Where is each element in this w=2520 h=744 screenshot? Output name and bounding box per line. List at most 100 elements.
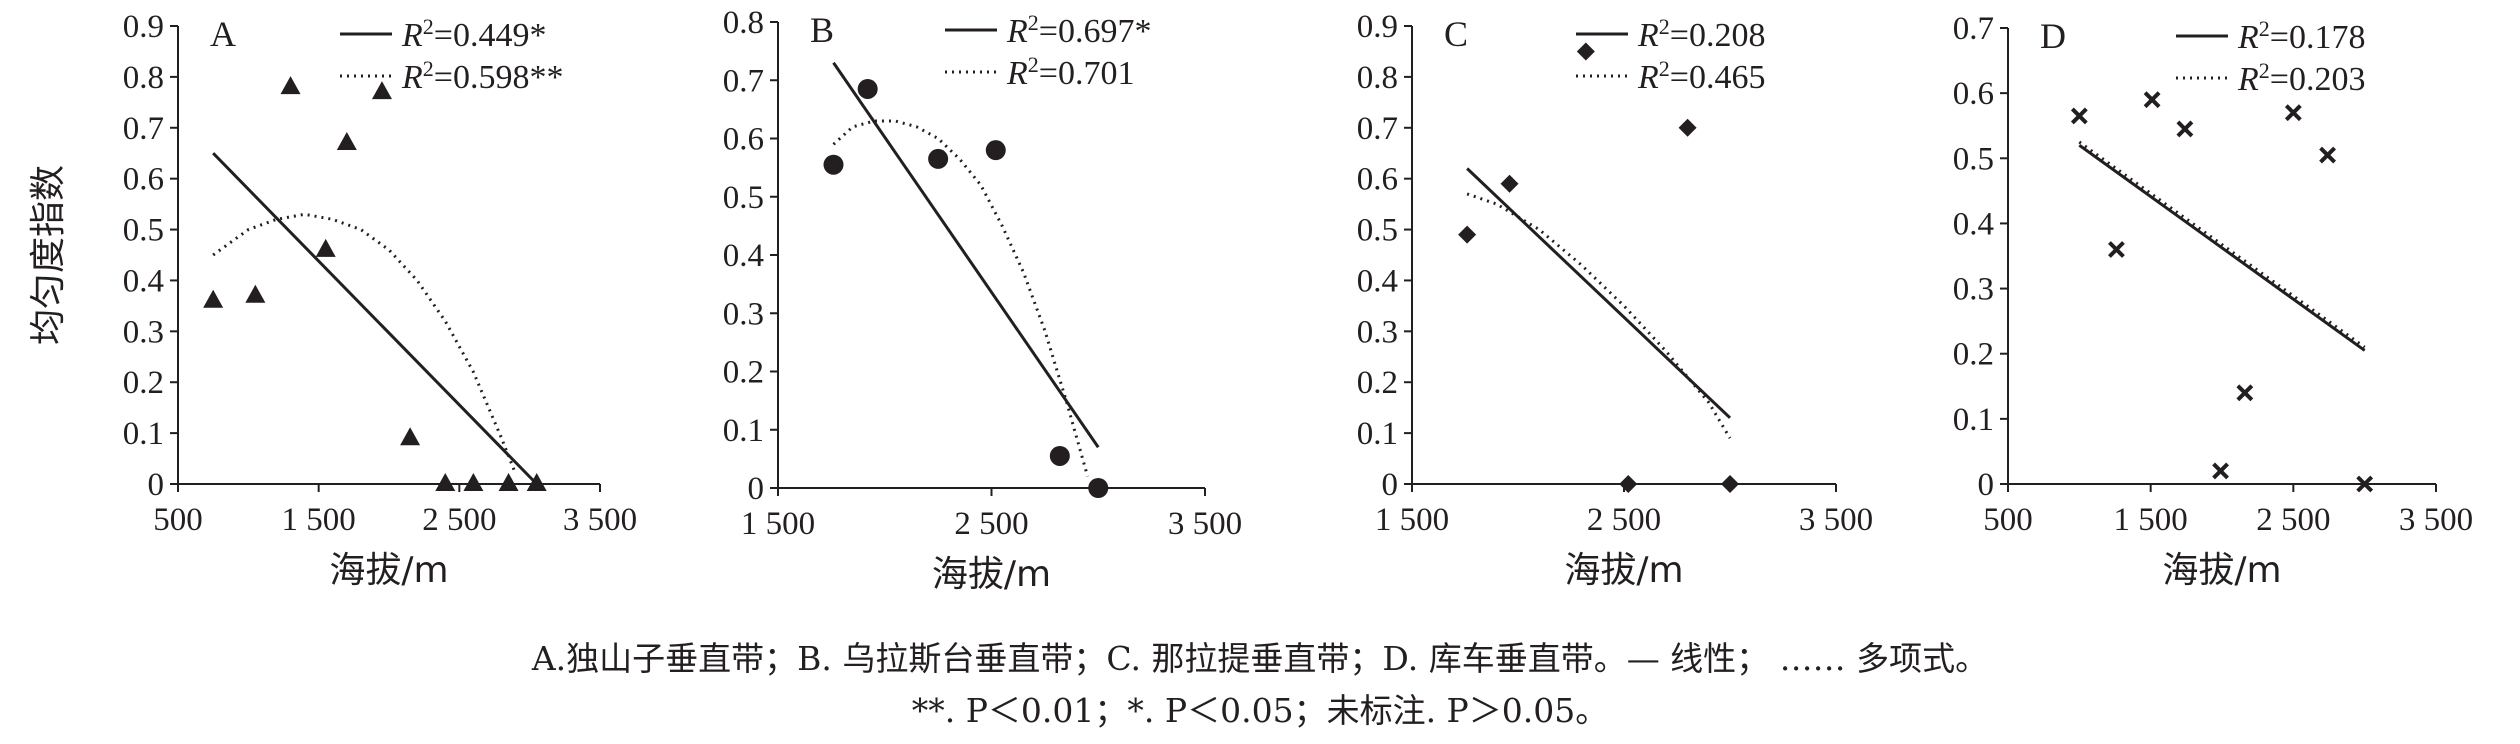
- legend-r2-value: =0.178: [2270, 19, 2366, 56]
- y-tick-label: 0.2: [723, 355, 764, 391]
- caption-line-2: **. P＜0.01；*. P＜0.05；未标注. P＞0.05。: [911, 691, 1609, 730]
- y-tick-label: 0.7: [1357, 111, 1398, 147]
- y-tick-label: 0.1: [1953, 402, 1994, 438]
- panel-label: B: [810, 10, 834, 50]
- x-axis-label: 海拔/m: [932, 554, 1051, 595]
- cross-marker: [2356, 475, 2374, 493]
- x-tick-label: 3 500: [2399, 502, 2473, 538]
- diamond-marker: [1500, 174, 1519, 193]
- x-axis-label: 海拔/m: [329, 550, 448, 591]
- diamond-marker: [1721, 475, 1739, 493]
- chart-panel-c: 0 0.1 0.2 0.3 0.4 0.5 0.6 0.7 0.8 0.9 1 500 2 500 3 …: [1357, 9, 1873, 591]
- chart-panel-a: 0 0.1 0.2 0.3 0.4 0.5 0.6 0.7 0.8 0.9 500 1 500 2 50…: [28, 9, 637, 591]
- y-tick-label: 0.5: [723, 180, 764, 216]
- x-tick-label: 3 500: [563, 502, 637, 538]
- y-tick-label: 0.3: [723, 296, 764, 332]
- linear-fit-line: [212, 152, 538, 486]
- y-tick-label: 0.5: [1953, 141, 1994, 177]
- r-symbol: R: [1637, 59, 1659, 96]
- superscript-2: 2: [2259, 58, 2270, 83]
- linear-fit-line: [832, 61, 1100, 449]
- legend-entry-label: R2=0.178: [2237, 16, 2365, 56]
- y-tick-label: 0.3: [1953, 272, 1994, 308]
- legend-entry-label: R2=0.598**: [401, 56, 563, 96]
- legend-r2-value: =0.465: [1670, 59, 1766, 96]
- y-tick-label: 0.1: [723, 413, 764, 449]
- cross-marker: [2284, 104, 2302, 122]
- circle-marker: [928, 148, 949, 169]
- x-tick-label: 3 500: [1168, 506, 1242, 542]
- x-tick-label: 1 500: [282, 502, 356, 538]
- polynomial-fit-curve: [832, 119, 1090, 477]
- diamond-marker: [1619, 475, 1638, 493]
- superscript-2: 2: [1659, 14, 1670, 39]
- polynomial-fit-curve: [212, 212, 517, 475]
- cross-marker: [2236, 384, 2254, 402]
- y-tick-label: 0.9: [123, 9, 164, 45]
- diamond-marker: [1458, 225, 1477, 244]
- y-tick-label: 0.7: [723, 63, 764, 99]
- cross-marker: [2212, 462, 2229, 480]
- y-tick-label: 0.1: [123, 416, 164, 452]
- x-tick-label: 500: [1983, 502, 2033, 538]
- y-tick-label: 0.4: [723, 238, 764, 274]
- cross-marker: [2319, 146, 2336, 164]
- legend-r2-value: =0.598**: [434, 59, 564, 96]
- triangle-marker: [245, 284, 266, 303]
- diamond-marker: [1678, 118, 1697, 137]
- circle-marker: [985, 140, 1006, 161]
- y-axis-label: 均匀度指数: [28, 165, 69, 345]
- cross-marker: [2070, 107, 2088, 125]
- r-symbol: R: [401, 17, 423, 54]
- legend-entry-label: R2=0.701: [1006, 52, 1134, 92]
- superscript-2: 2: [1028, 10, 1039, 35]
- chart-panel-d: 0 0.1 0.2 0.3 0.4 0.5 0.6 0.7 500 1 500 2 500 3 500…: [1953, 11, 2473, 591]
- triangle-marker: [526, 473, 547, 491]
- legend-entry-label: R2=0.449*: [401, 14, 546, 54]
- legend-r2-value: =0.449*: [434, 17, 547, 54]
- y-tick-label: 0.8: [123, 60, 164, 96]
- legend-r2-value: =0.701: [1039, 55, 1135, 92]
- legend-r2-value: =0.208: [1670, 17, 1766, 54]
- superscript-2: 2: [423, 14, 434, 39]
- y-tick-label: 0.5: [1357, 213, 1398, 249]
- triangle-marker: [203, 289, 224, 308]
- r-symbol: R: [401, 59, 423, 96]
- y-tick-label: 0.3: [1357, 314, 1398, 350]
- triangle-marker: [315, 238, 336, 257]
- x-tick-label: 1 500: [2114, 502, 2188, 538]
- x-tick-label: 1 500: [741, 506, 815, 542]
- x-tick-label: 2 500: [1587, 502, 1661, 538]
- y-tick-label: 0.2: [1953, 337, 1994, 373]
- y-tick-label: 0: [748, 471, 765, 507]
- y-tick-label: 0.4: [1357, 263, 1398, 299]
- r-symbol: R: [2237, 19, 2259, 56]
- superscript-2: 2: [423, 56, 434, 81]
- y-tick-label: 0.5: [123, 213, 164, 249]
- triangle-marker: [371, 81, 392, 100]
- r-symbol: R: [1006, 13, 1028, 50]
- circle-marker: [857, 78, 878, 99]
- diamond-marker: [1576, 42, 1595, 61]
- superscript-2: 2: [1659, 56, 1670, 81]
- circle-marker: [823, 154, 844, 175]
- legend-r2-value: =0.697*: [1039, 13, 1152, 50]
- cross-marker: [2176, 120, 2194, 138]
- chart-panel-b: 0 0.1 0.2 0.3 0.4 0.5 0.6 0.7 0.8 1 500 2 500 3 500…: [723, 5, 1242, 595]
- triangle-marker: [463, 473, 484, 491]
- panel-label: D: [2040, 16, 2066, 56]
- r-symbol: R: [1006, 55, 1028, 92]
- triangle-marker: [336, 132, 357, 151]
- y-tick-label: 0.6: [1357, 162, 1398, 198]
- circle-marker: [1088, 478, 1109, 498]
- y-tick-label: 0.1: [1357, 416, 1398, 452]
- legend-entry-label: R2=0.465: [1637, 56, 1765, 96]
- legend-r2-value: =0.203: [2270, 61, 2366, 98]
- legend-entry-label: R2=0.203: [2237, 58, 2365, 98]
- x-tick-label: 2 500: [954, 506, 1028, 542]
- circle-marker: [1049, 445, 1070, 466]
- y-tick-label: 0.4: [1953, 206, 1994, 242]
- panel-label: C: [1444, 14, 1468, 54]
- polynomial-fit-curve: [2078, 140, 2366, 349]
